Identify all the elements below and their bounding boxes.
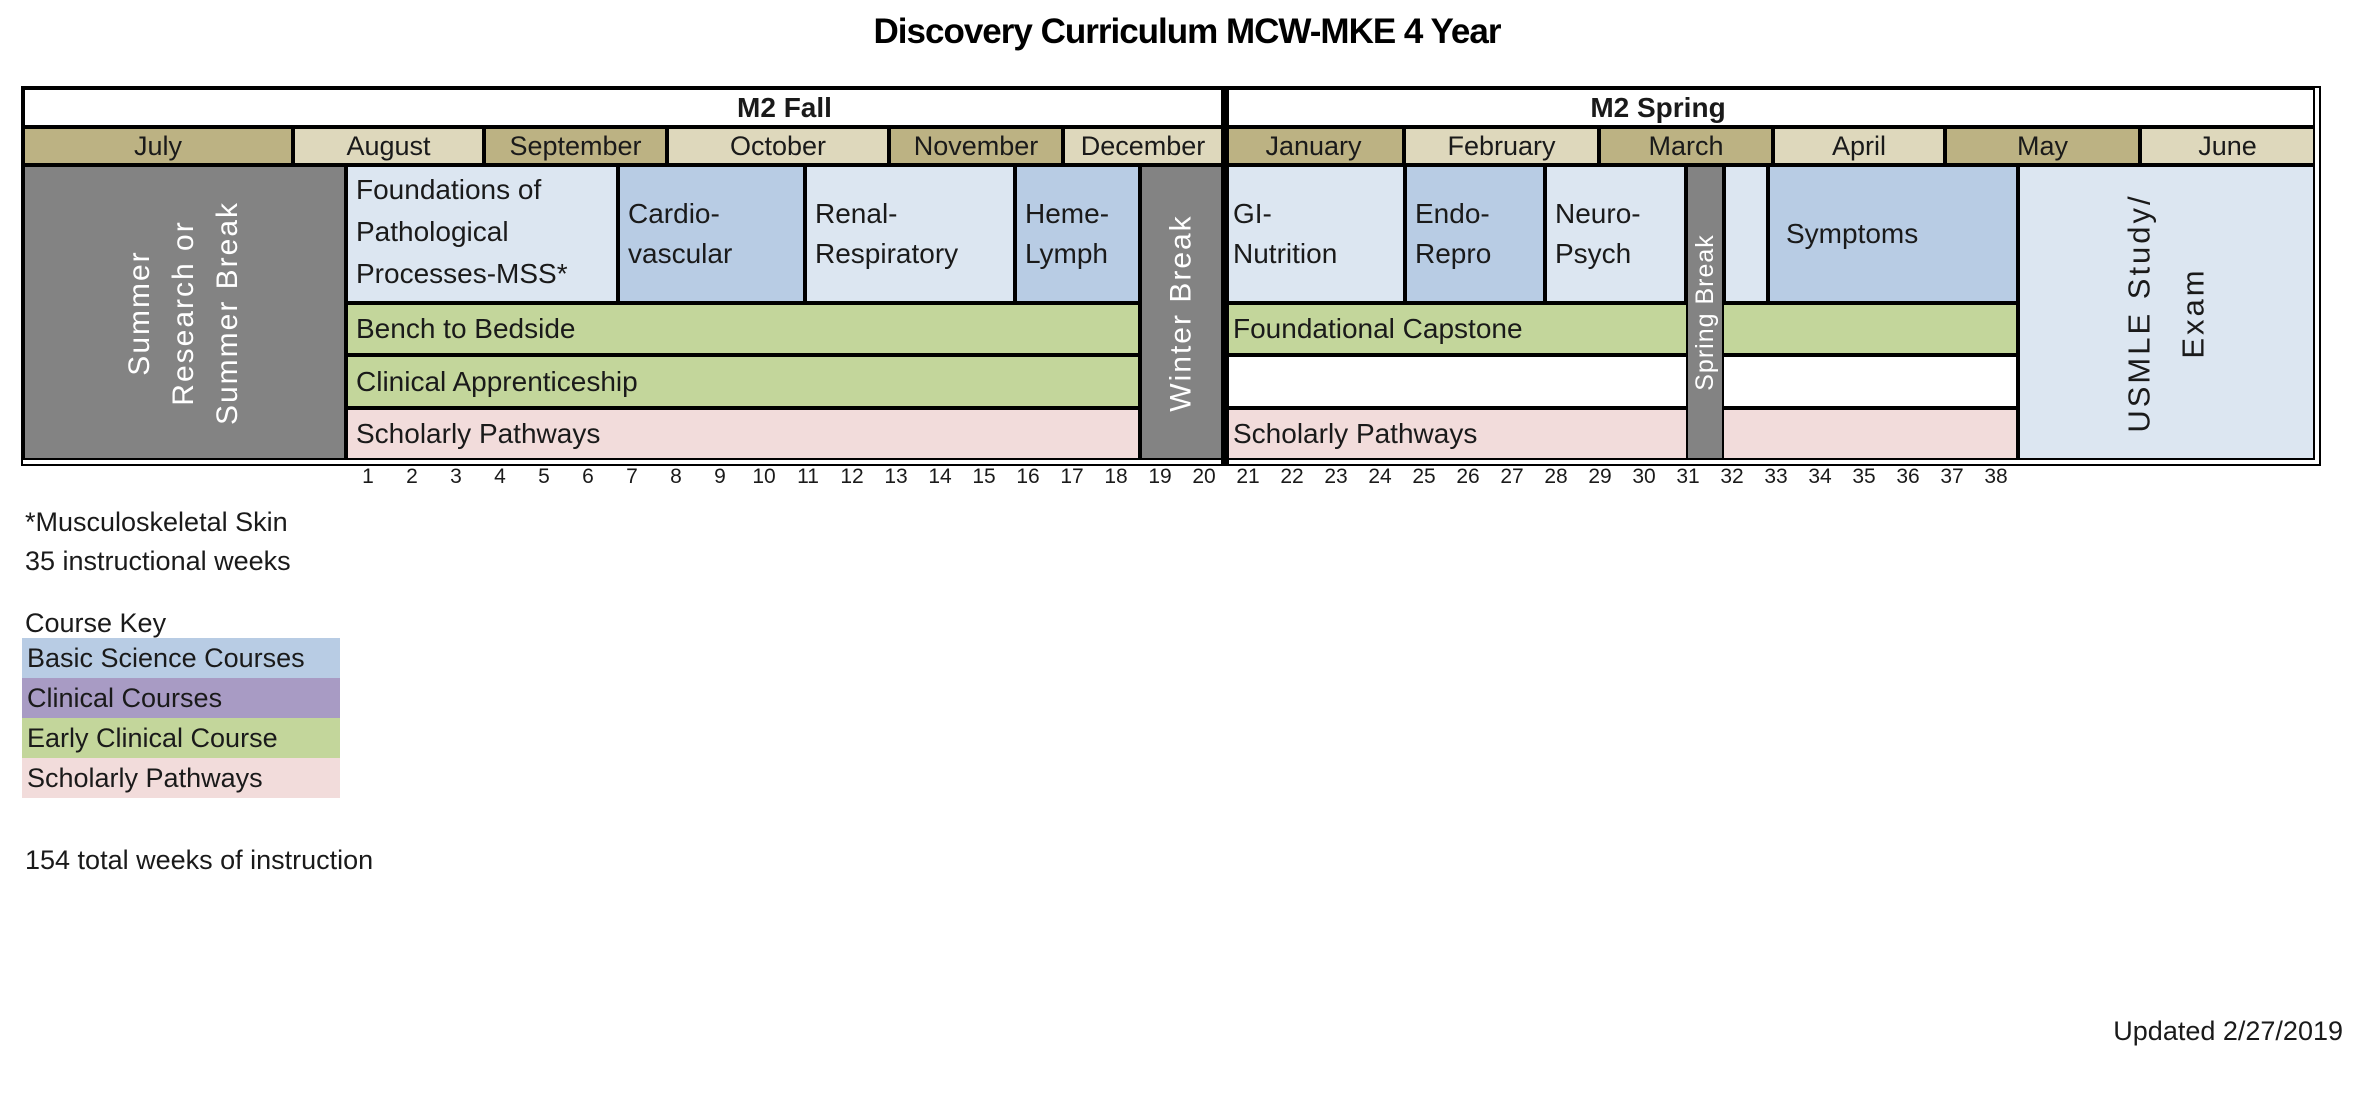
row-clinical-apprenticeship: Clinical Apprenticeship [346,355,1140,408]
week-number: 9 [714,465,726,488]
winter-break-block: Winter Break [1140,165,1223,460]
summer-research-break-block: Summer Research or Summer Break [23,165,346,460]
month-cell-september: September [484,127,667,165]
week-number: 13 [884,465,908,488]
month-cell-april: April [1773,127,1945,165]
note-instructional-weeks: 35 instructional weeks [25,546,291,576]
course-cell-renal-respiratory: Renal- Respiratory [805,165,1015,303]
row-foundational-capstone: Foundational Capstone [1223,303,2018,355]
week-number: 5 [538,465,550,488]
week-number: 36 [1896,465,1920,488]
winter-break-label: Winter Break [1164,213,1198,412]
course-cell-cardiovascular: Cardio- vascular [618,165,805,303]
course-cell-endo-repro: Endo- Repro [1405,165,1545,303]
week-number: 17 [1060,465,1084,488]
week-number: 14 [928,465,952,488]
header-cell-m2-spring [1223,88,2315,127]
summer-research-break-label: Summer Research or Summer Break [123,200,245,425]
header-cell-m2-fall [23,88,1223,127]
legend-row-clinical-courses: Clinical Courses [22,678,340,718]
updated-date: Updated 2/27/2019 [2113,1016,2343,1046]
month-cell-march: March [1599,127,1773,165]
week-number-row: 1 2 3 4 5 6 7 8 9 10 11 12 13 14 15 16 17 18 19 20 21 22 23 24 2… [0,465,2374,497]
legend-row-scholarly-pathways: Scholarly Pathways [22,758,340,798]
week-number: 25 [1412,465,1436,488]
week-number: 21 [1236,465,1260,488]
month-cell-november: November [889,127,1063,165]
week-number: 32 [1720,465,1744,488]
month-cell-january: January [1223,127,1404,165]
note-total-weeks: 154 total weeks of instruction [25,845,374,875]
footnote-musculoskeletal: *Musculoskeletal Skin [25,507,288,537]
week-number: 24 [1368,465,1392,488]
week-number: 22 [1280,465,1304,488]
legend-title: Course Key [25,608,167,638]
usmle-study-exam-label: USMLE Study/ Exam [2121,192,2211,433]
week-number: 20 [1192,465,1216,488]
month-cell-august: August [293,127,484,165]
row-scholarly-pathways-spring: Scholarly Pathways [1223,408,2018,460]
month-cell-october: October [667,127,889,165]
week-number: 2 [406,465,418,488]
week-number: 34 [1808,465,1832,488]
week-number: 37 [1940,465,1964,488]
week-number: 26 [1456,465,1480,488]
row-spring-empty [1223,355,2018,408]
legend-row-basic-science: Basic Science Courses [22,638,340,678]
spring-break-block: Spring Break [1686,165,1724,460]
week-number: 3 [450,465,462,488]
page-title: Discovery Curriculum MCW-MKE 4 Year [873,12,1502,51]
week-number: 31 [1676,465,1700,488]
m2-fall-label: M2 Fall [737,92,832,123]
month-cell-june: June [2140,127,2315,165]
week-number: 35 [1852,465,1876,488]
legend-row-early-clinical: Early Clinical Course [22,718,340,758]
course-cell-symptoms: Symptoms [1768,165,2018,303]
month-cell-december: December [1063,127,1223,165]
course-cell-unlabeled-week [1724,165,1768,303]
course-cell-gi-nutrition: GI- Nutrition [1223,165,1405,303]
course-cell-heme-lymph: Heme- Lymph [1015,165,1140,303]
week-number: 6 [582,465,594,488]
week-number: 18 [1104,465,1128,488]
row-bench-to-bedside: Bench to Bedside [346,303,1140,355]
week-number: 33 [1764,465,1788,488]
week-number: 29 [1588,465,1612,488]
month-cell-may: May [1945,127,2140,165]
week-number: 15 [972,465,996,488]
week-number: 16 [1016,465,1040,488]
week-number: 27 [1500,465,1524,488]
week-number: 23 [1324,465,1348,488]
row-scholarly-pathways-fall: Scholarly Pathways [346,408,1140,460]
week-number: 4 [494,465,506,488]
month-cell-july: July [23,127,293,165]
course-cell-neuro-psych: Neuro- Psych [1545,165,1686,303]
m2-spring-label: M2 Spring [1590,92,1726,123]
usmle-study-exam-block: USMLE Study/ Exam [2018,165,2315,460]
week-number: 30 [1632,465,1656,488]
week-number: 28 [1544,465,1568,488]
week-number: 1 [362,465,374,488]
week-number: 12 [840,465,864,488]
week-number: 19 [1148,465,1172,488]
week-number: 10 [752,465,776,488]
week-number: 7 [626,465,638,488]
week-number: 38 [1984,465,2008,488]
month-cell-february: February [1404,127,1599,165]
week-number: 11 [797,465,819,488]
course-cell-foundations: Foundations of Pathological Processes-MS… [346,165,618,303]
spring-break-label: Spring Break [1690,234,1719,391]
week-number: 8 [670,465,682,488]
